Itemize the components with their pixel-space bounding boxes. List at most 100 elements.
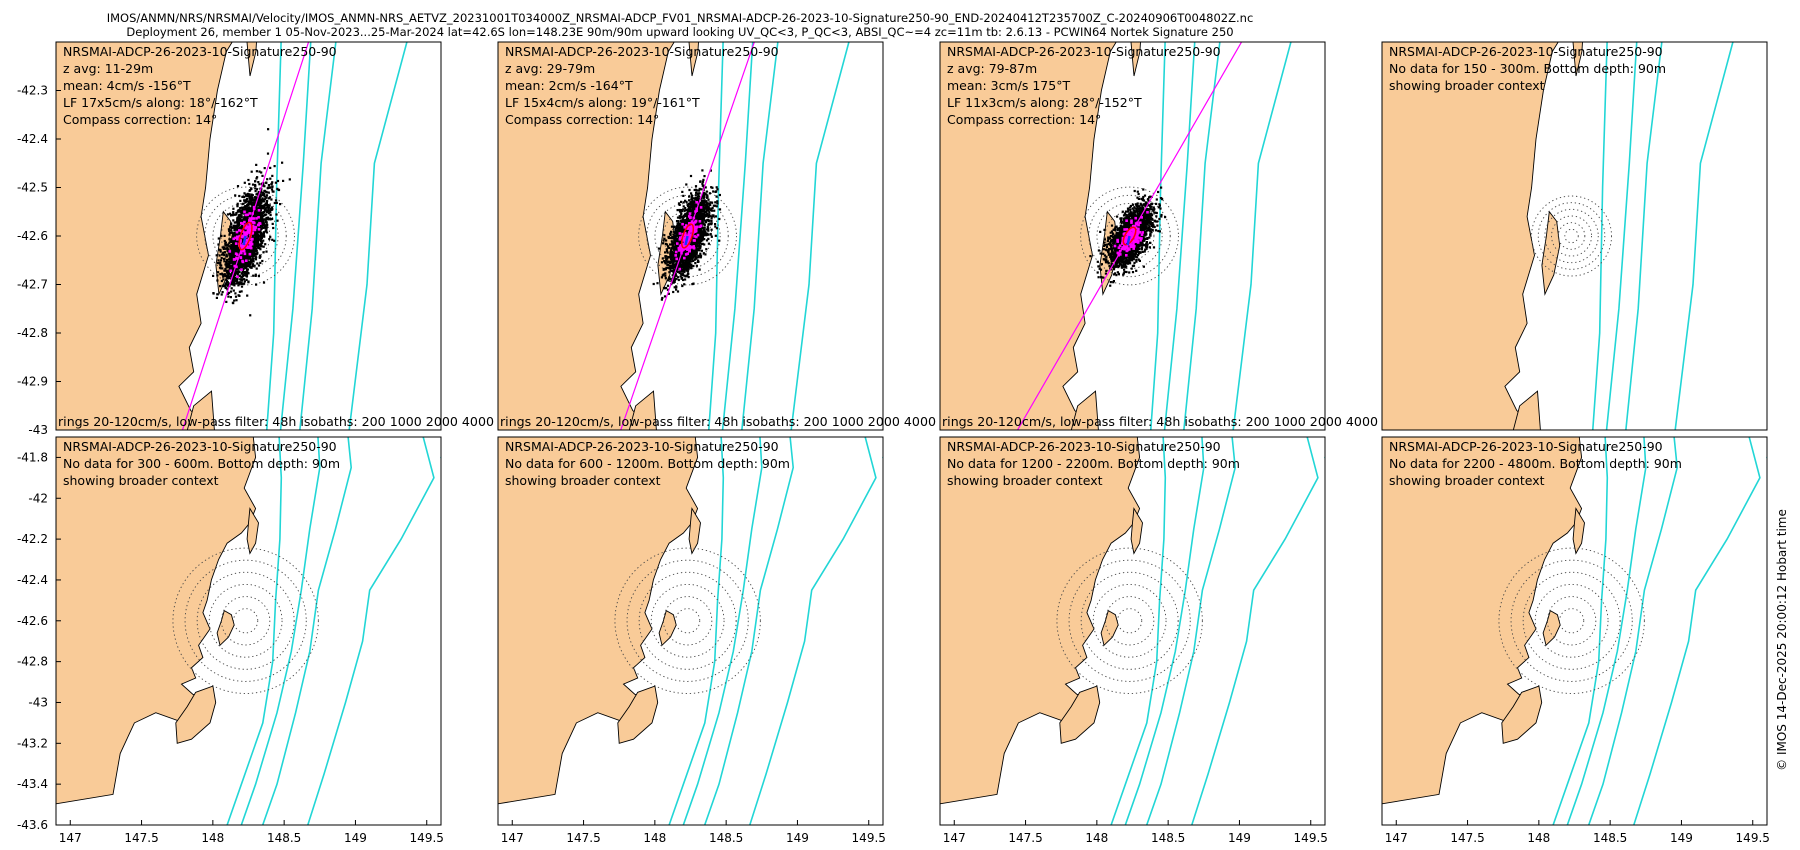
velocity-point [253, 239, 256, 242]
velocity-point [263, 222, 266, 225]
velocity-point [678, 210, 682, 213]
velocity-point [706, 195, 709, 198]
velocity-point [694, 241, 697, 244]
velocity-point [220, 256, 223, 260]
plot-area [56, 42, 408, 430]
velocity-point [668, 277, 671, 280]
velocity-point [671, 263, 674, 266]
isobath-line [348, 42, 408, 430]
velocity-point [696, 189, 699, 192]
velocity-point [682, 194, 685, 197]
velocity-point [237, 219, 240, 222]
velocity-point [701, 231, 704, 235]
velocity-point [252, 223, 255, 226]
velocity-point [268, 206, 271, 209]
velocity-point [223, 239, 226, 243]
velocity-point [229, 213, 233, 217]
velocity-point [252, 202, 255, 205]
velocity-point [677, 278, 680, 282]
velocity-point [666, 257, 669, 260]
velocity-point [687, 272, 690, 275]
velocity-point [225, 264, 228, 267]
velocity-point [259, 219, 262, 223]
velocity-point [236, 277, 239, 280]
velocity-point [243, 192, 246, 195]
velocity-point [262, 231, 266, 234]
velocity-point [250, 206, 253, 209]
velocity-point [699, 252, 702, 255]
velocity-point [264, 227, 267, 230]
recent-point [248, 252, 252, 256]
velocity-point [267, 218, 270, 221]
recent-point [250, 242, 254, 246]
velocity-point [240, 281, 243, 285]
velocity-point [663, 295, 667, 298]
velocity-point [273, 239, 276, 242]
velocity-point [218, 262, 221, 265]
velocity-point [703, 243, 706, 246]
velocity-point [241, 195, 244, 198]
velocity-point [264, 214, 267, 217]
velocity-point [707, 242, 710, 245]
velocity-point [703, 238, 706, 241]
velocity-point [714, 225, 717, 228]
velocity-point [672, 233, 675, 236]
map-panel-1: -42.3-42.4-42.5-42.6-42.7-42.8-42.9-43NR… [17, 41, 494, 437]
velocity-point [664, 256, 667, 259]
panel-title: NRSMAI-ADCP-26-2023-10-Signature250-90 [63, 44, 337, 59]
velocity-point [703, 219, 707, 222]
velocity-point [271, 190, 274, 193]
velocity-point [709, 209, 712, 212]
velocity-point [237, 270, 240, 273]
velocity-point [679, 234, 682, 237]
velocity-point [676, 290, 680, 293]
velocity-point [273, 165, 276, 168]
recent-point [251, 217, 254, 220]
velocity-point [245, 264, 248, 268]
velocity-point [243, 181, 246, 184]
velocity-point [271, 222, 274, 225]
velocity-point [264, 203, 267, 206]
velocity-point [252, 260, 255, 263]
velocity-point [686, 265, 689, 268]
velocity-point [678, 262, 681, 265]
recent-point [248, 245, 252, 249]
velocity-point [697, 256, 700, 259]
velocity-point [250, 202, 253, 205]
velocity-point [227, 260, 230, 263]
velocity-point [669, 265, 672, 268]
velocity-point [235, 240, 238, 243]
velocity-point [700, 239, 703, 242]
recent-point [236, 275, 239, 279]
velocity-point [254, 190, 257, 193]
velocity-point [244, 200, 247, 203]
velocity-point [228, 241, 231, 244]
velocity-point [241, 276, 244, 279]
y-tick-label: -42.5 [17, 181, 48, 195]
velocity-point [264, 230, 268, 233]
velocity-point [269, 213, 272, 217]
panel-info-line: z avg: 11-29m [63, 61, 153, 76]
velocity-point [239, 261, 242, 264]
velocity-point [675, 246, 678, 249]
recent-point [239, 229, 243, 233]
velocity-point [684, 199, 687, 202]
velocity-point [702, 226, 705, 229]
velocity-point [251, 259, 254, 262]
header-filename: IMOS/ANMN/NRS/NRSMAI/Velocity/IMOS_ANMN-… [107, 11, 1254, 25]
velocity-point [669, 243, 672, 246]
velocity-point [247, 281, 250, 284]
velocity-point [225, 244, 229, 247]
velocity-point [711, 186, 714, 189]
velocity-point [256, 226, 259, 229]
velocity-point [689, 253, 692, 256]
velocity-point [677, 230, 680, 233]
velocity-point [712, 190, 715, 193]
y-tick-label: -43 [28, 423, 48, 437]
velocity-point [688, 195, 691, 198]
velocity-point [215, 296, 218, 299]
velocity-point [270, 206, 274, 209]
velocity-point [253, 241, 256, 244]
velocity-point [222, 257, 226, 261]
velocity-point [701, 204, 704, 207]
